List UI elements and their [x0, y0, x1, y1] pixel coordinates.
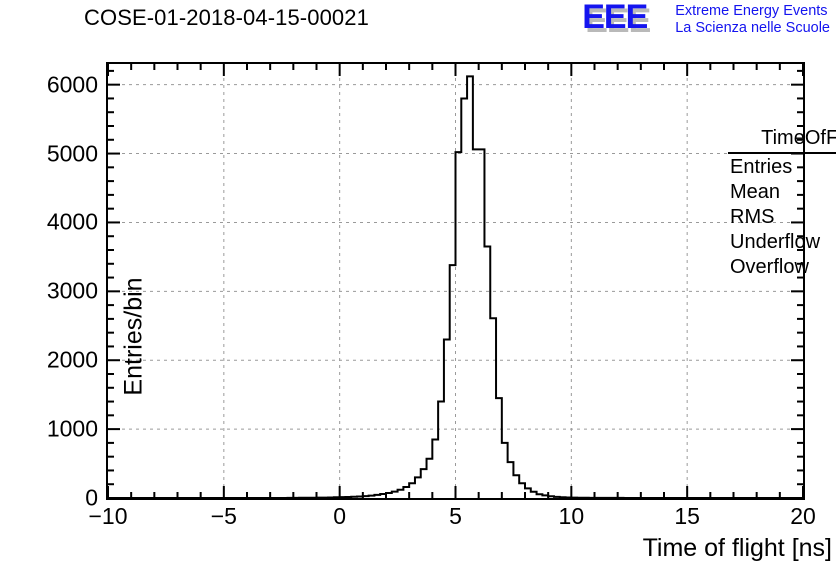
stats-key: Entries	[730, 156, 793, 178]
y-tick-label: 4000	[46, 208, 98, 235]
y-tick-label: 3000	[46, 277, 98, 304]
stats-key: Underflow	[730, 231, 821, 253]
eee-logo-line1: Extreme Energy Events	[675, 3, 828, 19]
x-tick-label: 5	[449, 503, 462, 529]
page-title: COSE-01-2018-04-15-00021	[84, 5, 369, 30]
y-tick-label: 5000	[46, 140, 98, 167]
stats-row: Entries41119	[720, 155, 836, 180]
plot-frame: TimeOfFlight Entries41119Mean5.54RMS1.13…	[106, 62, 836, 500]
y-axis-tick-labels: 0 1000 2000 3000 4000 5000 6000	[0, 0, 98, 572]
stats-title: TimeOfFlight	[728, 127, 836, 154]
x-tick-label: 20	[790, 503, 816, 529]
stats-key: Overflow	[730, 256, 809, 278]
eee-logo-letters: EEE	[582, 0, 648, 36]
stats-row: Overflow11	[720, 255, 836, 280]
stats-row: RMS1.139	[720, 205, 836, 230]
y-tick-label: 0	[85, 484, 98, 511]
eee-logo-text: Extreme Energy Events La Scienza nelle S…	[675, 2, 830, 36]
stats-key: RMS	[730, 206, 775, 228]
stats-key: Mean	[730, 181, 781, 203]
eee-logo: EEE EEE Extreme Energy Events La Scienza…	[582, 0, 830, 40]
y-axis-title: Entries/bin	[119, 277, 148, 396]
eee-logo-line2: La Scienza nelle Scuole	[675, 19, 830, 36]
y-tick-label: 6000	[46, 71, 98, 98]
stats-row: Underflow12	[720, 230, 836, 255]
x-axis-title: Time of flight [ns]	[642, 534, 832, 562]
plot-area	[108, 64, 803, 498]
y-tick-label: 2000	[46, 346, 98, 373]
histogram-curve	[108, 75, 803, 498]
grid-lines	[108, 64, 803, 498]
x-tick-label: 10	[558, 503, 585, 529]
eee-logo-mark: EEE EEE	[582, 0, 668, 40]
eee-logo-shadow: EEE	[585, 2, 651, 40]
x-tick-label: −10	[88, 503, 128, 529]
x-tick-label: −5	[210, 503, 237, 529]
stats-rows: Entries41119Mean5.54RMS1.139Underflow12O…	[720, 155, 836, 280]
stats-box: TimeOfFlight Entries41119Mean5.54RMS1.13…	[720, 127, 836, 280]
y-tick-label: 1000	[46, 415, 98, 442]
x-tick-label: 15	[674, 503, 700, 529]
stats-row: Mean5.54	[720, 180, 836, 205]
x-tick-label: 0	[333, 503, 347, 529]
